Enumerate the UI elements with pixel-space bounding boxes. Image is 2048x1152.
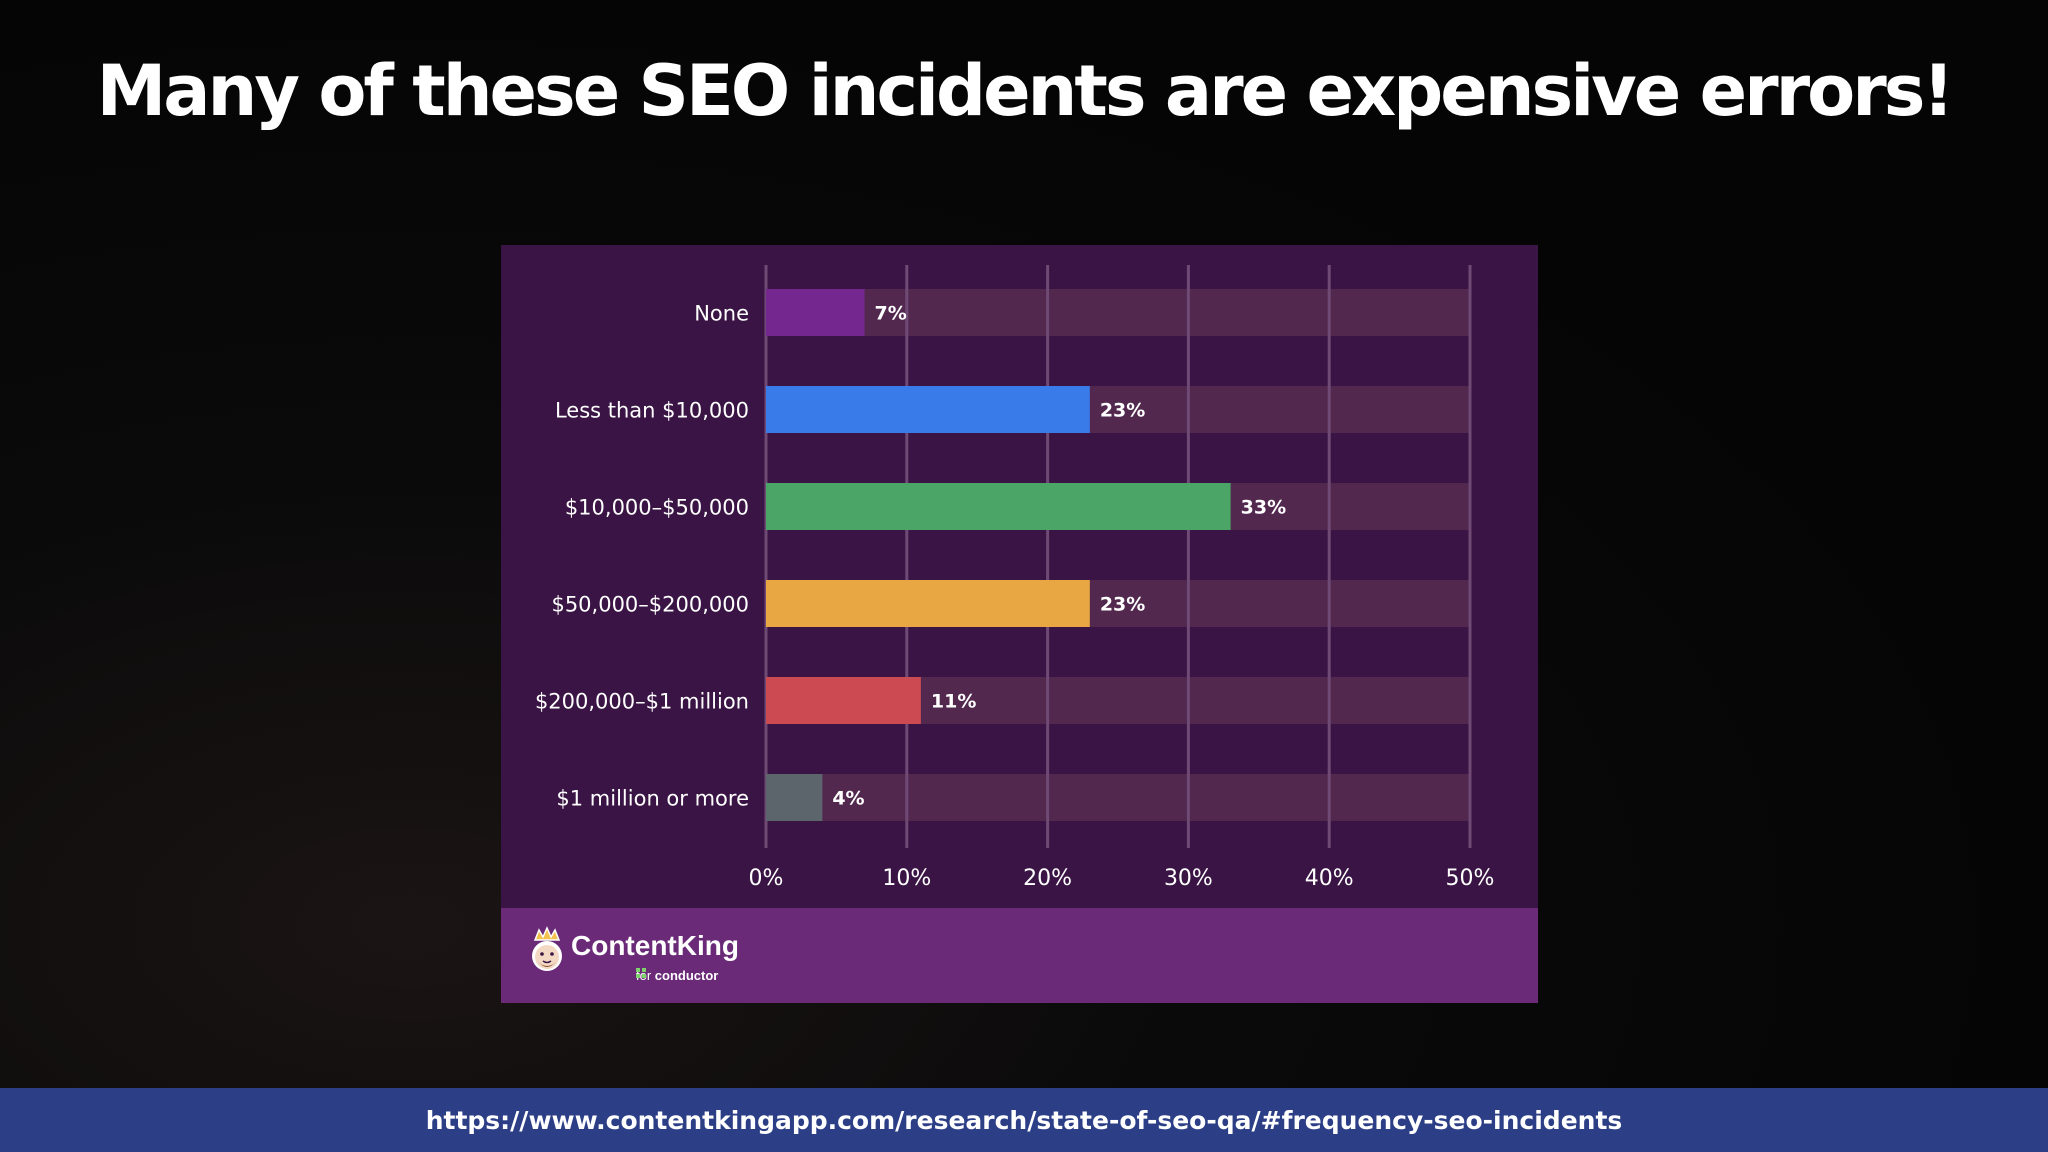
category-label: Less than $10,000 <box>555 399 749 423</box>
value-labels: 7% 23% 33% 23% 11% 4% <box>832 303 1286 810</box>
bar-track <box>766 774 1470 821</box>
bar-tracks <box>766 289 1470 821</box>
category-label: None <box>694 302 749 326</box>
category-label: $50,000–$200,000 <box>551 593 749 617</box>
bar-track <box>766 289 1470 336</box>
logo-name: ContentKing <box>571 930 739 961</box>
x-tick-label: 0% <box>749 866 784 891</box>
bar <box>766 386 1090 433</box>
bar <box>766 289 865 336</box>
bar <box>766 677 921 724</box>
x-tick-label: 30% <box>1164 866 1213 891</box>
value-label: 23% <box>1100 594 1145 616</box>
conductor-dots-icon <box>636 968 646 978</box>
bars <box>766 289 1231 821</box>
contentking-logo: ContentKing for conductor <box>529 926 769 990</box>
category-label: $200,000–$1 million <box>535 690 749 714</box>
x-tick-label: 50% <box>1446 866 1495 891</box>
chart-card: None Less than $10,000 $10,000–$50,000 $50,… <box>501 245 1538 1003</box>
category-label: $10,000–$50,000 <box>565 496 749 520</box>
source-url[interactable]: https://www.contentkingapp.com/research/… <box>425 1106 1623 1135</box>
bar <box>766 580 1090 627</box>
source-bar: https://www.contentkingapp.com/research/… <box>0 1088 2048 1152</box>
category-label: $1 million or more <box>556 787 749 811</box>
slide-title: Many of these SEO incidents are expensiv… <box>96 50 1955 132</box>
value-label: 7% <box>875 303 907 325</box>
bar-chart: None Less than $10,000 $10,000–$50,000 $50,… <box>535 265 1495 891</box>
gridlines <box>764 265 1472 848</box>
value-label: 33% <box>1241 497 1286 519</box>
category-labels: None Less than $10,000 $10,000–$50,000 $50,… <box>535 302 749 811</box>
bar <box>766 774 823 821</box>
x-tick-labels: 0% 10% 20% 30% 40% 50% <box>749 866 1495 891</box>
x-tick-label: 40% <box>1305 866 1354 891</box>
x-tick-label: 10% <box>882 866 931 891</box>
logo-sub-brand: conductor <box>654 968 719 983</box>
king-face-icon <box>532 926 562 971</box>
logo-sub: for conductor <box>636 968 718 983</box>
x-tick-label: 20% <box>1023 866 1072 891</box>
chart-footer: ContentKing for conductor <box>501 908 1538 1003</box>
value-label: 4% <box>832 788 864 810</box>
value-label: 23% <box>1100 400 1145 422</box>
value-label: 11% <box>931 691 976 713</box>
bar <box>766 483 1231 530</box>
